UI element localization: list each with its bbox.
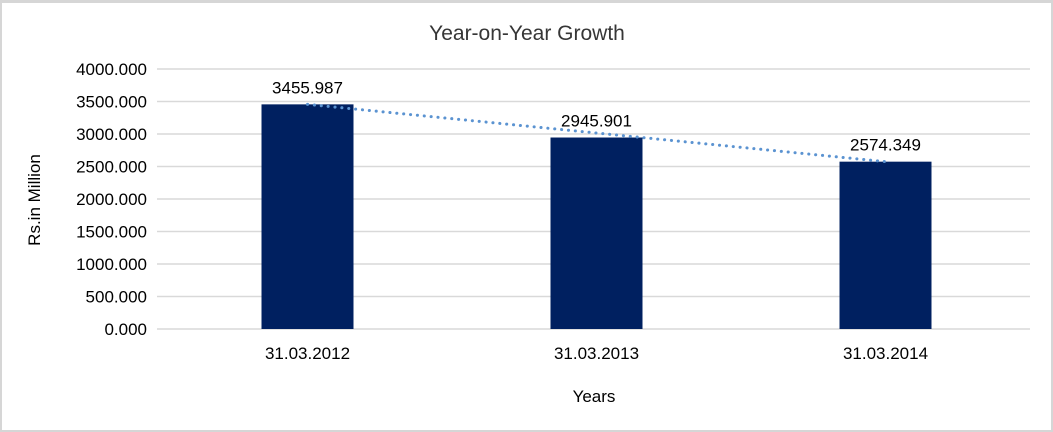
- bar: [550, 137, 643, 329]
- y-tick-label: 0.000: [104, 320, 147, 339]
- x-tick-label: 31.03.2012: [265, 344, 350, 363]
- bar-data-label: 3455.987: [272, 78, 343, 97]
- bar-series: [261, 104, 932, 330]
- y-tick-label: 3000.000: [76, 125, 147, 144]
- trendline-dotted: [306, 102, 887, 164]
- y-tick-label: 3500.000: [76, 93, 147, 112]
- bar-data-label: 2574.349: [850, 136, 921, 155]
- y-tick-label: 4000.000: [76, 60, 147, 79]
- bar: [261, 104, 354, 330]
- y-tick-label: 1000.000: [76, 255, 147, 274]
- y-tick-label: 2000.000: [76, 190, 147, 209]
- y-tick-label: 500.000: [86, 288, 147, 307]
- x-axis-title: Years: [573, 387, 616, 406]
- y-tick-label: 1500.000: [76, 223, 147, 242]
- chart-title: Year-on-Year Growth: [429, 22, 625, 45]
- y-tick-label: 2500.000: [76, 158, 147, 177]
- x-tick-label: 31.03.2013: [554, 344, 639, 363]
- y-axis-tick-labels: 0.000 500.000 1000.000 1500.000 2000.000 2500…: [76, 60, 147, 339]
- bar-data-label: 2945.901: [561, 112, 632, 131]
- bar: [839, 161, 932, 329]
- x-axis-tick-labels: 31.03.2012 31.03.2013 31.03.2014: [265, 344, 928, 363]
- y-axis-title: Rs.in Million: [25, 154, 44, 246]
- trendline: [306, 102, 887, 164]
- x-tick-label: 31.03.2014: [843, 344, 928, 363]
- chart-canvas: 0.000 500.000 1000.000 1500.000 2000.000 2500…: [25, 22, 1030, 406]
- data-labels: 3455.987 2945.901 2574.349: [272, 78, 921, 154]
